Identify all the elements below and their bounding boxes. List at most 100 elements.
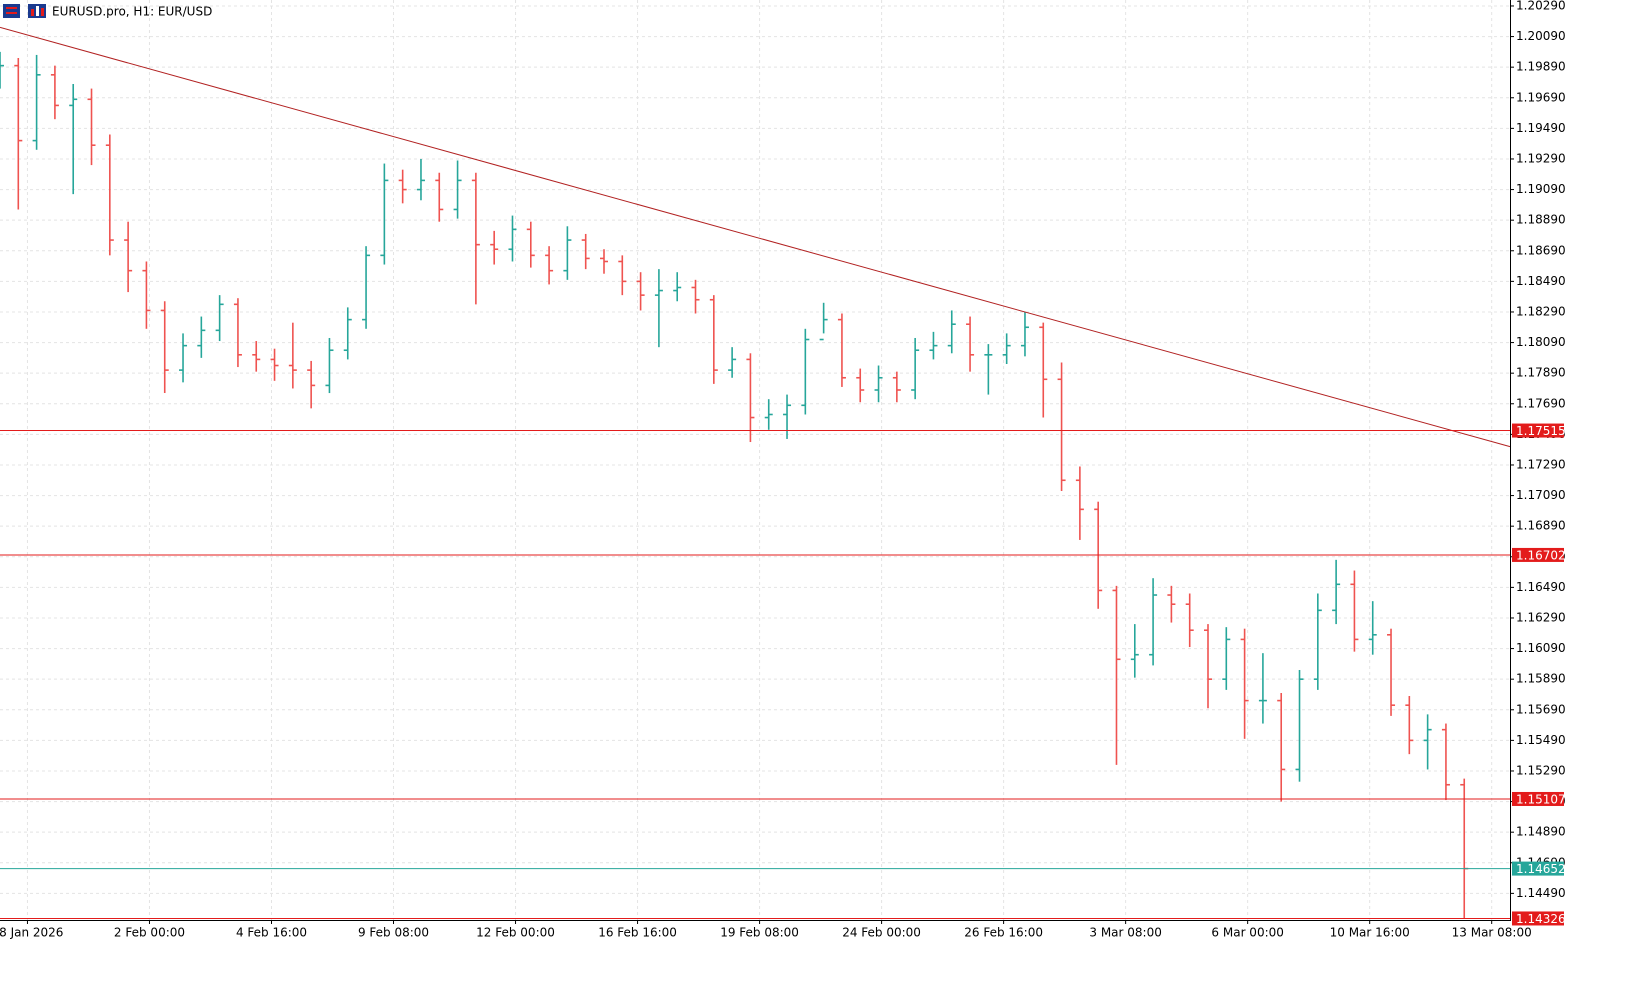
y-tick-label: 1.19490 — [1516, 121, 1566, 135]
level-price-box — [1512, 861, 1564, 876]
ohlc-bar — [1405, 696, 1414, 755]
ohlc-bar — [728, 347, 737, 378]
ohlc-bar — [1387, 628, 1396, 716]
ohlc-bar — [1130, 624, 1139, 678]
ohlc-bar — [380, 163, 389, 265]
ohlc-bar — [233, 298, 242, 368]
ohlc-bar — [471, 172, 480, 305]
ohlc-bar — [746, 353, 755, 443]
level-price-label: 1.14326 — [1516, 912, 1566, 926]
ohlc-bar — [69, 83, 78, 195]
x-tick-label: 3 Mar 08:00 — [1089, 926, 1162, 940]
ohlc-bar — [1222, 627, 1231, 690]
y-tick-label: 1.17090 — [1516, 488, 1566, 502]
x-tick-label: 19 Feb 08:00 — [720, 926, 799, 940]
level-price-box — [1512, 547, 1564, 562]
ohlc-bar — [1240, 628, 1249, 739]
x-tick-label: 24 Feb 00:00 — [842, 926, 921, 940]
x-tick-label: 26 Feb 16:00 — [964, 926, 1043, 940]
icon-menu — [3, 4, 20, 18]
y-tick-label: 1.14490 — [1516, 886, 1566, 900]
x-tick-label: 28 Jan 2026 — [0, 926, 63, 940]
icon-menu-line — [6, 7, 17, 9]
y-tick-label: 1.15490 — [1516, 733, 1566, 747]
ohlc-bar — [1149, 578, 1158, 666]
ohlc-bar — [215, 295, 224, 342]
ohlc-bar — [783, 394, 792, 439]
icon-chart-bar — [31, 9, 34, 16]
ohlc-bar — [1075, 466, 1084, 540]
ohlc-bar — [362, 246, 371, 329]
y-tick-label: 1.14890 — [1516, 825, 1566, 839]
ohlc-bar — [307, 360, 316, 409]
ohlc-bar — [819, 302, 828, 341]
ohlc-bar — [966, 316, 975, 372]
ohlc-bar — [1057, 362, 1066, 491]
icon-chart-bar — [36, 6, 39, 16]
ohlc-bar — [856, 368, 865, 403]
y-tick-label: 1.16090 — [1516, 641, 1566, 655]
ohlc-bar — [0, 51, 4, 89]
ohlc-bar — [1020, 311, 1029, 357]
x-tick-label: 10 Mar 16:00 — [1330, 926, 1410, 940]
ohlc-bar — [545, 246, 554, 285]
level-price-label: 1.15107 — [1516, 792, 1566, 806]
ohlc-bar — [709, 295, 718, 384]
ohlc-bar — [252, 341, 261, 372]
y-tick-label: 1.16290 — [1516, 610, 1566, 624]
ohlc-bar — [636, 272, 645, 311]
ohlc-bar — [490, 230, 499, 265]
level-price-box — [1512, 911, 1564, 926]
ohlc-bar — [1441, 723, 1450, 801]
ohlc-bar — [1350, 570, 1359, 652]
trendline — [0, 26, 1511, 448]
ohlc-bar — [563, 226, 572, 280]
ohlc-bar — [1185, 593, 1194, 648]
y-tick-label: 1.16890 — [1516, 519, 1566, 533]
ohlc-bar — [1167, 585, 1176, 623]
x-tick-label: 13 Mar 08:00 — [1452, 926, 1532, 940]
y-tick-label: 1.17890 — [1516, 366, 1566, 380]
x-tick-label: 9 Feb 08:00 — [358, 926, 429, 940]
ohlc-bar — [325, 337, 334, 394]
y-tick-label: 1.20090 — [1516, 29, 1566, 43]
ohlc-bar — [984, 344, 993, 395]
ohlc-bar — [929, 331, 938, 360]
ohlc-bar — [1423, 714, 1432, 770]
y-tick-label: 1.15690 — [1516, 702, 1566, 716]
y-tick-label: 1.19290 — [1516, 151, 1566, 165]
ohlc-bar — [453, 160, 462, 219]
symbol-icons — [3, 4, 46, 18]
y-tick-label: 1.18490 — [1516, 274, 1566, 288]
ohlc-bar — [288, 322, 297, 389]
ohlc-bar — [1313, 593, 1322, 690]
ohlc-bar — [87, 88, 96, 166]
ohlc-bar — [50, 65, 59, 120]
ohlc-bar — [398, 169, 407, 204]
x-tick-label: 16 Feb 16:00 — [598, 926, 677, 940]
ohlc-bar — [105, 134, 114, 256]
y-tick-label: 1.16490 — [1516, 580, 1566, 594]
y-tick-label: 1.18090 — [1516, 335, 1566, 349]
ohlc-bar — [892, 371, 901, 403]
y-tick-label: 1.17690 — [1516, 396, 1566, 410]
ohlc-bar — [160, 301, 169, 394]
ohlc-bar — [197, 316, 206, 358]
x-tick-label: 4 Feb 16:00 — [236, 926, 307, 940]
y-tick-label: 1.17290 — [1516, 457, 1566, 471]
ohlc-bar — [837, 313, 846, 387]
ohlc-bar — [947, 310, 956, 354]
ohlc-bar — [911, 337, 920, 400]
ohlc-bar — [14, 57, 23, 210]
ohlc-bar — [435, 172, 444, 222]
ohlc-bar — [1258, 653, 1267, 724]
ohlc-bar — [142, 261, 151, 329]
ohlc-bar — [1295, 669, 1304, 782]
level-price-label: 1.16702 — [1516, 548, 1566, 562]
y-tick-label: 1.19890 — [1516, 60, 1566, 74]
ohlc-bar — [673, 272, 682, 302]
ohlc-bar — [32, 54, 41, 150]
ohlc-bar — [508, 215, 517, 262]
